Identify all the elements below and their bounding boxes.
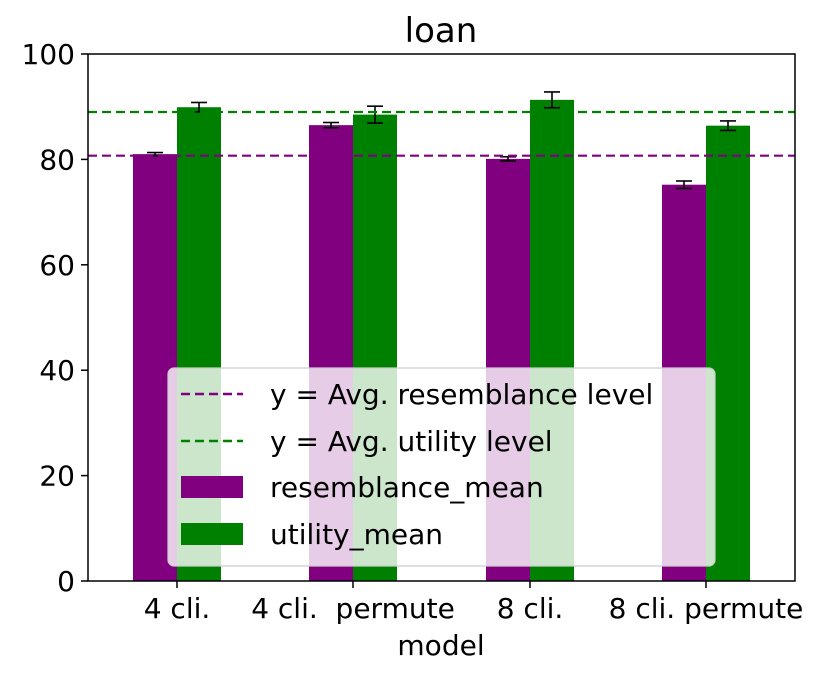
legend-label-reference-0: y = Avg. resemblance level	[270, 378, 653, 411]
y-tick-label-40: 40	[39, 354, 75, 387]
legend-label-utility-mean: utility_mean	[270, 518, 443, 551]
x-tick-label-1: 4 cli. permute	[251, 592, 455, 625]
y-tick-label-60: 60	[39, 249, 75, 282]
y-tick-label-80: 80	[39, 143, 75, 176]
chart-title: loan	[405, 11, 478, 51]
x-tick-label-2: 8 cli.	[497, 592, 564, 625]
legend-handle-resemblance-mean	[181, 476, 243, 498]
legend-label-reference-1: y = Avg. utility level	[270, 425, 553, 458]
x-axis-label: model	[397, 629, 484, 662]
legend-label-resemblance-mean: resemblance_mean	[270, 471, 544, 504]
x-tick-label-3: 8 cli. permute	[609, 592, 804, 625]
legend: y = Avg. resemblance level y = Avg. utili…	[167, 367, 716, 567]
y-tick-label-0: 0	[57, 565, 75, 598]
axes-frame	[87, 53, 796, 582]
y-tick-label-20: 20	[39, 460, 75, 493]
x-tick-label-0: 4 cli.	[144, 592, 211, 625]
axes: 0 20 40 60 80 100 4 cli. 4 cli. permute 8 cli. 8 …	[22, 38, 804, 625]
legend-box	[167, 367, 716, 567]
legend-handle-utility-mean	[181, 523, 243, 545]
y-tick-label-100: 100	[22, 38, 75, 71]
